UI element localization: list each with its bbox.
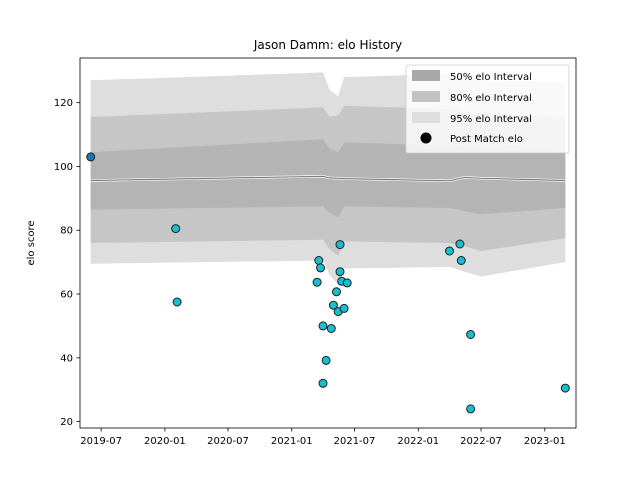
y-axis-ticks: 20 40 60 80 100 120 [54, 98, 80, 428]
post-match-point [456, 256, 466, 265]
post-match-point [316, 263, 325, 273]
post-match-point [455, 239, 465, 249]
x-tick-label: 2022-01 [397, 436, 439, 447]
post-match-point [339, 303, 349, 313]
post-match-point [335, 267, 345, 277]
x-tick-label: 2022-07 [460, 436, 502, 447]
x-axis-ticks: 2019-07 2020-01 2020-07 2021-01 2021-07 2022-… [80, 428, 566, 447]
y-tick-label: 100 [54, 162, 73, 173]
mean-elo-line [90, 175, 566, 183]
legend-label-post-match: Post Match elo [450, 134, 523, 145]
post-match-point [466, 404, 476, 414]
y-tick-label: 40 [60, 353, 73, 364]
mean-line [90, 175, 566, 182]
legend-label-80: 80% elo Interval [450, 93, 532, 104]
post-match-point [171, 224, 181, 234]
x-tick-label: 2023-01 [524, 436, 566, 447]
y-axis-label: elo score [26, 220, 37, 265]
post-match-point [172, 297, 182, 307]
post-match-point [560, 383, 570, 393]
post-match-points [86, 152, 570, 414]
legend-marker-post-match [420, 132, 432, 144]
x-tick-label: 2021-01 [271, 436, 313, 447]
y-tick-label: 60 [60, 290, 73, 301]
y-tick-label: 120 [54, 98, 73, 109]
post-match-point [318, 378, 328, 388]
post-match-point [318, 321, 328, 331]
post-match-point [312, 277, 322, 287]
post-match-point [332, 287, 341, 297]
legend-label-50: 50% elo Interval [450, 72, 532, 83]
legend-swatch-50 [412, 70, 440, 81]
post-match-point [335, 240, 345, 250]
post-match-point [321, 355, 331, 365]
x-tick-label: 2019-07 [80, 436, 122, 447]
post-match-point [314, 256, 324, 265]
x-tick-label: 2020-01 [144, 436, 186, 447]
legend: 50% elo Interval 80% elo Interval 95% el… [405, 64, 570, 154]
x-tick-label: 2020-07 [207, 436, 249, 447]
y-tick-label: 20 [60, 417, 73, 428]
post-match-point [328, 300, 338, 310]
y-tick-label: 80 [60, 226, 73, 237]
post-match-point [342, 278, 352, 288]
x-tick-label: 2021-07 [334, 436, 376, 447]
post-match-point [86, 152, 96, 162]
post-match-point [466, 330, 476, 339]
post-match-point [326, 324, 336, 333]
chart-title: Jason Damm: elo History [253, 38, 402, 52]
legend-swatch-80 [412, 91, 440, 102]
legend-box [405, 64, 570, 154]
post-match-point [445, 246, 454, 256]
plot-frame [79, 57, 577, 429]
legend-label-95: 95% elo Interval [450, 114, 532, 125]
legend-swatch-95 [412, 112, 440, 123]
